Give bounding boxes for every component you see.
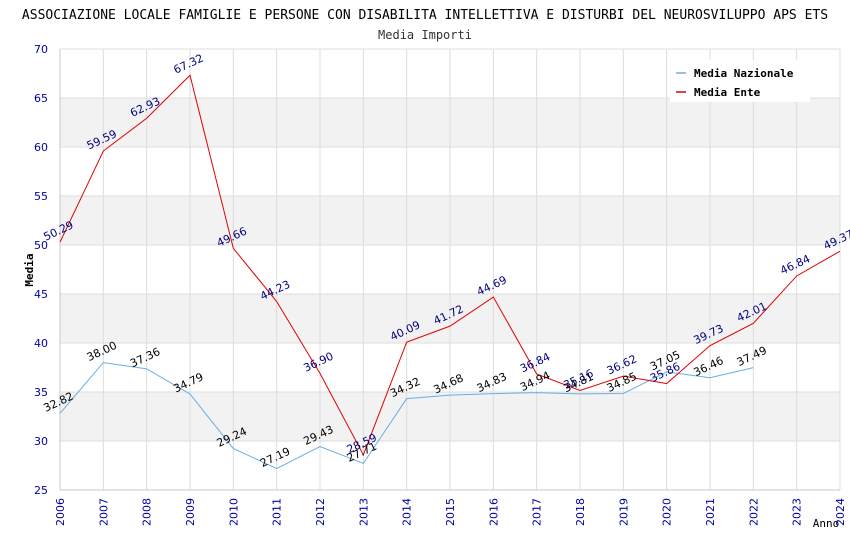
x-tick-label: 2018 [574, 498, 587, 526]
x-tick-label: 2008 [141, 498, 154, 526]
x-tick-label: 2012 [314, 498, 327, 526]
chart-title: ASSOCIAZIONE LOCALE FAMIGLIE E PERSONE C… [22, 8, 828, 23]
series-line-media-ente [59, 74, 841, 457]
x-tick-label: 2013 [357, 498, 370, 526]
chart-subtitle: Media Importi [378, 28, 472, 42]
x-tick-label: 2006 [54, 498, 67, 526]
x-tick-label: 2015 [444, 498, 457, 526]
y-tick-label: 55 [34, 190, 48, 203]
x-axis-label: Anno [813, 517, 840, 530]
legend: Media Nazionale Media Ente [670, 60, 810, 102]
data-label: 37.36 [128, 345, 162, 370]
legend-entry: Media Nazionale [694, 67, 794, 80]
x-tick-label: 2022 [747, 498, 760, 526]
y-tick-label: 70 [34, 43, 48, 56]
y-tick-label: 50 [34, 239, 48, 252]
legend-box [670, 60, 810, 102]
x-tick-label: 2020 [661, 498, 674, 526]
x-tick-label: 2023 [791, 498, 804, 526]
x-tick-label: 2010 [227, 498, 240, 526]
y-tick-label: 25 [34, 484, 48, 497]
series-line-media-nazionale [59, 362, 754, 470]
data-label: 67.32 [171, 52, 205, 77]
series-lines [59, 74, 841, 470]
data-label: 46.84 [778, 252, 812, 277]
y-tick-label: 40 [34, 337, 48, 350]
data-label: 34.83 [475, 370, 509, 395]
legend-entry: Media Ente [694, 86, 761, 99]
x-tick-label: 2009 [184, 498, 197, 526]
y-tick-label: 45 [34, 288, 48, 301]
axes: 25 30 35 40 45 50 55 60 65 70 2006 2007 2008 2009 2010… [34, 43, 847, 526]
y-tick-label: 35 [34, 386, 48, 399]
y-tick-label: 30 [34, 435, 48, 448]
y-tick-label: 65 [34, 92, 48, 105]
x-tick-label: 2024 [834, 498, 847, 526]
x-tick-label: 2019 [617, 498, 630, 526]
x-tick-label: 2016 [487, 498, 500, 526]
y-axis-label: Media [23, 253, 36, 286]
x-tick-label: 2011 [271, 498, 284, 526]
x-tick-label: 2014 [401, 498, 414, 526]
x-tick-label: 2007 [97, 498, 110, 526]
x-tick-label: 2021 [704, 498, 717, 526]
data-label: 37.49 [735, 344, 769, 369]
data-label: 27.19 [258, 445, 292, 470]
x-tick-label: 2017 [531, 498, 544, 526]
y-tick-label: 60 [34, 141, 48, 154]
